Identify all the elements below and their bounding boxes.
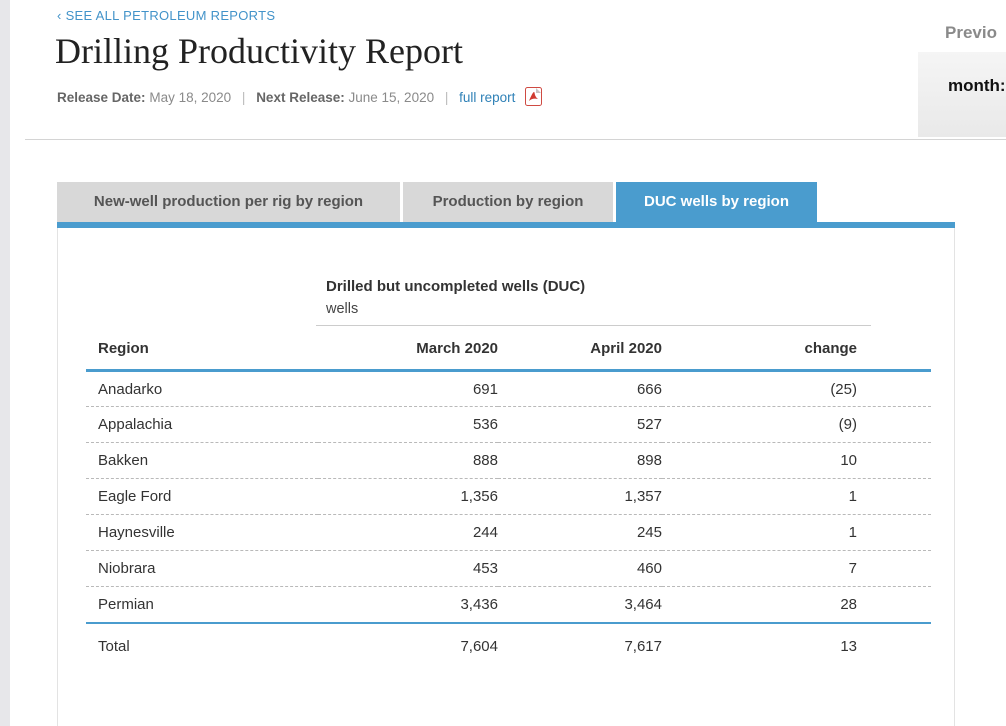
change-cell: 10 [662,442,931,479]
previous-widget-label: Previo [945,23,997,42]
change-cell: 1 [662,478,931,515]
april-cell: 245 [498,514,662,551]
change-cell: 1 [662,514,931,551]
total-april-cell: 7,617 [624,637,662,655]
back-link-label: SEE ALL PETROLEUM REPORTS [65,8,276,23]
release-date-value: May 18, 2020 [149,90,232,105]
tab-new-well-production-per-rig[interactable]: New-well production per rig by region [57,182,400,222]
table-total-row: Total 7,604 7,617 13 [86,623,931,659]
region-cell: Appalachia [86,406,318,443]
march-cell: 244 [318,514,498,551]
region-cell: Permian [86,586,318,624]
back-link[interactable]: ‹ SEE ALL PETROLEUM REPORTS [57,8,275,23]
table-row: Appalachia 536 527 (9) [86,406,931,443]
march-cell: 453 [318,550,498,587]
tab-duc-wells-by-region[interactable]: DUC wells by region [616,182,817,222]
separator: | [444,90,449,105]
duc-wells-table: Region March 2020 April 2020 change Anad… [86,326,931,659]
column-header-april-2020: April 2020 [498,326,662,372]
table-caption-rule [316,325,871,326]
previous-month-widget: month: [918,52,1006,137]
march-cell: 1,356 [318,478,498,515]
table-row: Haynesville 244 245 1 [86,514,931,551]
total-change-cell: 13 [840,637,857,655]
release-line: Release Date: May 18, 2020 | Next Releas… [57,87,543,109]
april-cell: 460 [498,550,662,587]
release-date-label: Release Date: [57,90,146,105]
previous-month-label: month: [948,76,1006,95]
tab-production-by-region[interactable]: Production by region [403,182,613,222]
region-cell: Anadarko [86,370,318,407]
back-chevron-icon: ‹ [57,8,62,23]
tab-underline-bar [57,222,955,228]
region-cell: Bakken [86,442,318,479]
change-cell: 7 [662,550,931,587]
march-cell: 691 [318,370,498,407]
region-cell: Niobrara [86,550,318,587]
table-row: Anadarko 691 666 (25) [86,370,931,407]
report-tabs: New-well production per rig by region Pr… [57,182,817,222]
table-header-row: Region March 2020 April 2020 change [86,326,931,372]
column-header-march-2020: March 2020 [318,326,498,372]
total-label-cell: Total [98,637,130,655]
column-header-change: change [662,326,931,372]
april-cell: 3,464 [498,586,662,624]
full-report-link[interactable]: full report [459,90,516,105]
tab-content-panel: Drilled but uncompleted wells (DUC) well… [57,228,955,726]
march-cell: 888 [318,442,498,479]
table-row: Niobrara 453 460 7 [86,550,931,587]
region-cell: Haynesville [86,514,318,551]
march-cell: 3,436 [318,586,498,624]
march-cell: 536 [318,406,498,443]
column-header-region: Region [86,326,318,372]
table-row: Permian 3,436 3,464 28 [86,586,931,624]
april-cell: 898 [498,442,662,479]
april-cell: 1,357 [498,478,662,515]
table-row: Eagle Ford 1,356 1,357 1 [86,478,931,515]
separator: | [241,90,246,105]
change-cell: 28 [662,586,931,624]
header-divider [25,139,1006,140]
april-cell: 666 [498,370,662,407]
change-cell: (9) [662,406,931,443]
total-march-cell: 7,604 [460,637,498,655]
next-release-label: Next Release: [256,90,345,105]
table-unit-label: wells [326,301,359,317]
page-title: Drilling Productivity Report [55,31,463,71]
region-cell: Eagle Ford [86,478,318,515]
change-cell: (25) [662,370,931,407]
table-row: Bakken 888 898 10 [86,442,931,479]
april-cell: 527 [498,406,662,443]
next-release-value: June 15, 2020 [348,90,435,105]
pdf-icon[interactable] [525,87,543,109]
page-left-gutter [0,0,10,726]
table-title: Drilled but uncompleted wells (DUC) [326,278,586,295]
